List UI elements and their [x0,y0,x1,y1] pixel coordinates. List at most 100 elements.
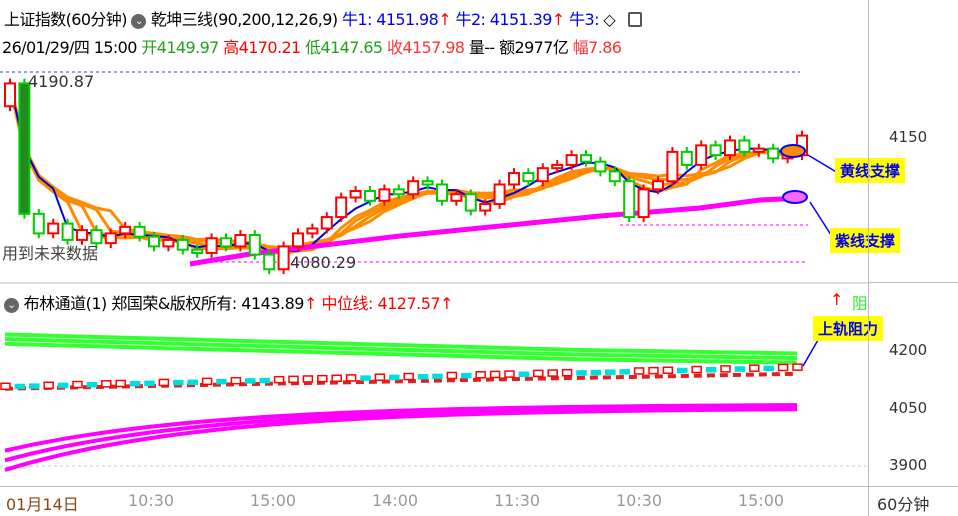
candle-up [119,225,132,235]
axis-label-3900: 3900 [889,456,928,474]
candle-down [364,189,376,202]
upper-band-line [4,332,798,356]
candle-down [61,222,74,241]
candle-up [666,150,679,183]
candle-down [392,188,405,196]
sub-candle [259,377,270,384]
sub-candle [288,375,299,384]
candle-up [104,232,117,245]
candle-up [637,188,650,219]
time-label-0: 01月14日 [6,495,79,514]
sub-candle [518,371,530,378]
candle-up [508,172,520,186]
volume-value: 量-- [468,38,495,57]
price-chart[interactable] [0,0,868,516]
candle-down [90,229,103,245]
sub-candle [777,363,789,372]
sub-candle [403,372,414,381]
sub-candle [504,370,515,378]
high-value: 高4170.21 [223,38,301,57]
sub-candle [331,374,342,383]
candle-up [493,183,506,206]
candle-down [608,170,621,183]
candle-down [176,238,189,251]
candle-down [133,225,146,238]
time-label-3: 14:00 [372,491,419,510]
candle-down [263,253,276,271]
sub-candle [144,380,155,387]
sub-header: ⌄ 布林通道(1) 郑国荣&版权所有: 4143.89↑ 中位线: 4127.5… [4,290,454,314]
time-label-4: 11:30 [494,491,541,510]
candle-up [652,180,664,191]
yellow-line-support-label: 黄线支撑 [835,158,906,183]
candle-down [623,180,636,219]
sub-toggle-icon[interactable]: ⌄ [4,298,19,313]
sub-candle [475,371,486,379]
up-arrow-icon: ↑ [440,294,454,313]
sub-candle [0,382,11,391]
niu1-value: 牛1: 4151.98 [342,10,439,29]
sub-candle [590,369,602,376]
sub-candle [633,367,645,375]
open-value: 开4149.97 [141,38,219,57]
sub-candle [43,381,54,389]
panel-toggle-icon[interactable] [627,12,642,27]
sub-candle [389,374,400,381]
sub-candle [115,379,126,388]
sub-candle [374,373,386,381]
period-label[interactable]: 60分钟 [877,495,930,514]
sub-candle [705,367,717,373]
sub-candle [489,370,501,379]
sub-candle [720,365,731,373]
sub-candle [187,379,198,386]
candle-down [738,139,751,153]
niu3-value: 牛3: [569,10,599,29]
candle-down [248,234,261,256]
sub-candle [72,380,83,389]
sub-candle [576,370,587,376]
bar-date: 26/01/29/四 15:00 [2,38,137,57]
price-axis[interactable]: 4150 4200 4050 3900 60分钟 [868,0,958,516]
candle-up [551,163,564,170]
indicator-toggle-icon[interactable]: ⌄ [131,14,147,29]
candle-down [436,183,448,202]
diamond-icon[interactable]: ◇ [603,10,616,29]
candle-up [162,238,175,248]
header-line-1: 上证指数(60分钟) ⌄ 乾坤三线(90,200,12,26,9) 牛1: 41… [4,6,642,30]
candle-down [18,82,31,215]
time-label-1: 10:30 [128,491,175,510]
up-arrow-icon: ↑ [830,290,844,309]
sub-candle [446,371,458,380]
sub-candle [230,376,242,385]
candle-up [536,167,549,183]
header-line-2: 26/01/29/四 15:00 开4149.97 高4170.21 低4147… [2,34,808,58]
sub-candle [648,366,659,375]
sub-candle [273,375,285,384]
sub-candle [605,369,616,375]
upper-band-resistance-label: 上轨阻力 [813,316,884,341]
lower-band-line [4,405,798,463]
niu2-value: 牛2: 4151.39 [455,10,553,29]
sub-candle [245,378,256,384]
lower-band-line [4,407,798,472]
axis-label-4050: 4050 [889,399,928,417]
sub-candle [14,383,26,390]
candle-up [205,237,218,254]
resist-corner-label: 阻 [852,294,866,313]
amount-value: 额2977亿 [499,38,569,57]
sub-candle [432,373,443,380]
upper-band-line [4,341,798,365]
symbol-title: 上证指数(60分钟) [4,10,127,29]
range-value: 幅7.86 [572,38,622,57]
sub-candle [86,381,98,388]
up-arrow-icon: ↑ [303,294,317,313]
annotation-arrow [809,201,834,239]
candle-up [479,203,492,212]
candle-down [594,160,607,173]
sub-candle [29,383,40,389]
candle-up [335,196,348,219]
candle-up [565,154,578,166]
candle-up [407,180,420,196]
sub-candle [302,375,314,383]
sub-candle [792,363,803,371]
